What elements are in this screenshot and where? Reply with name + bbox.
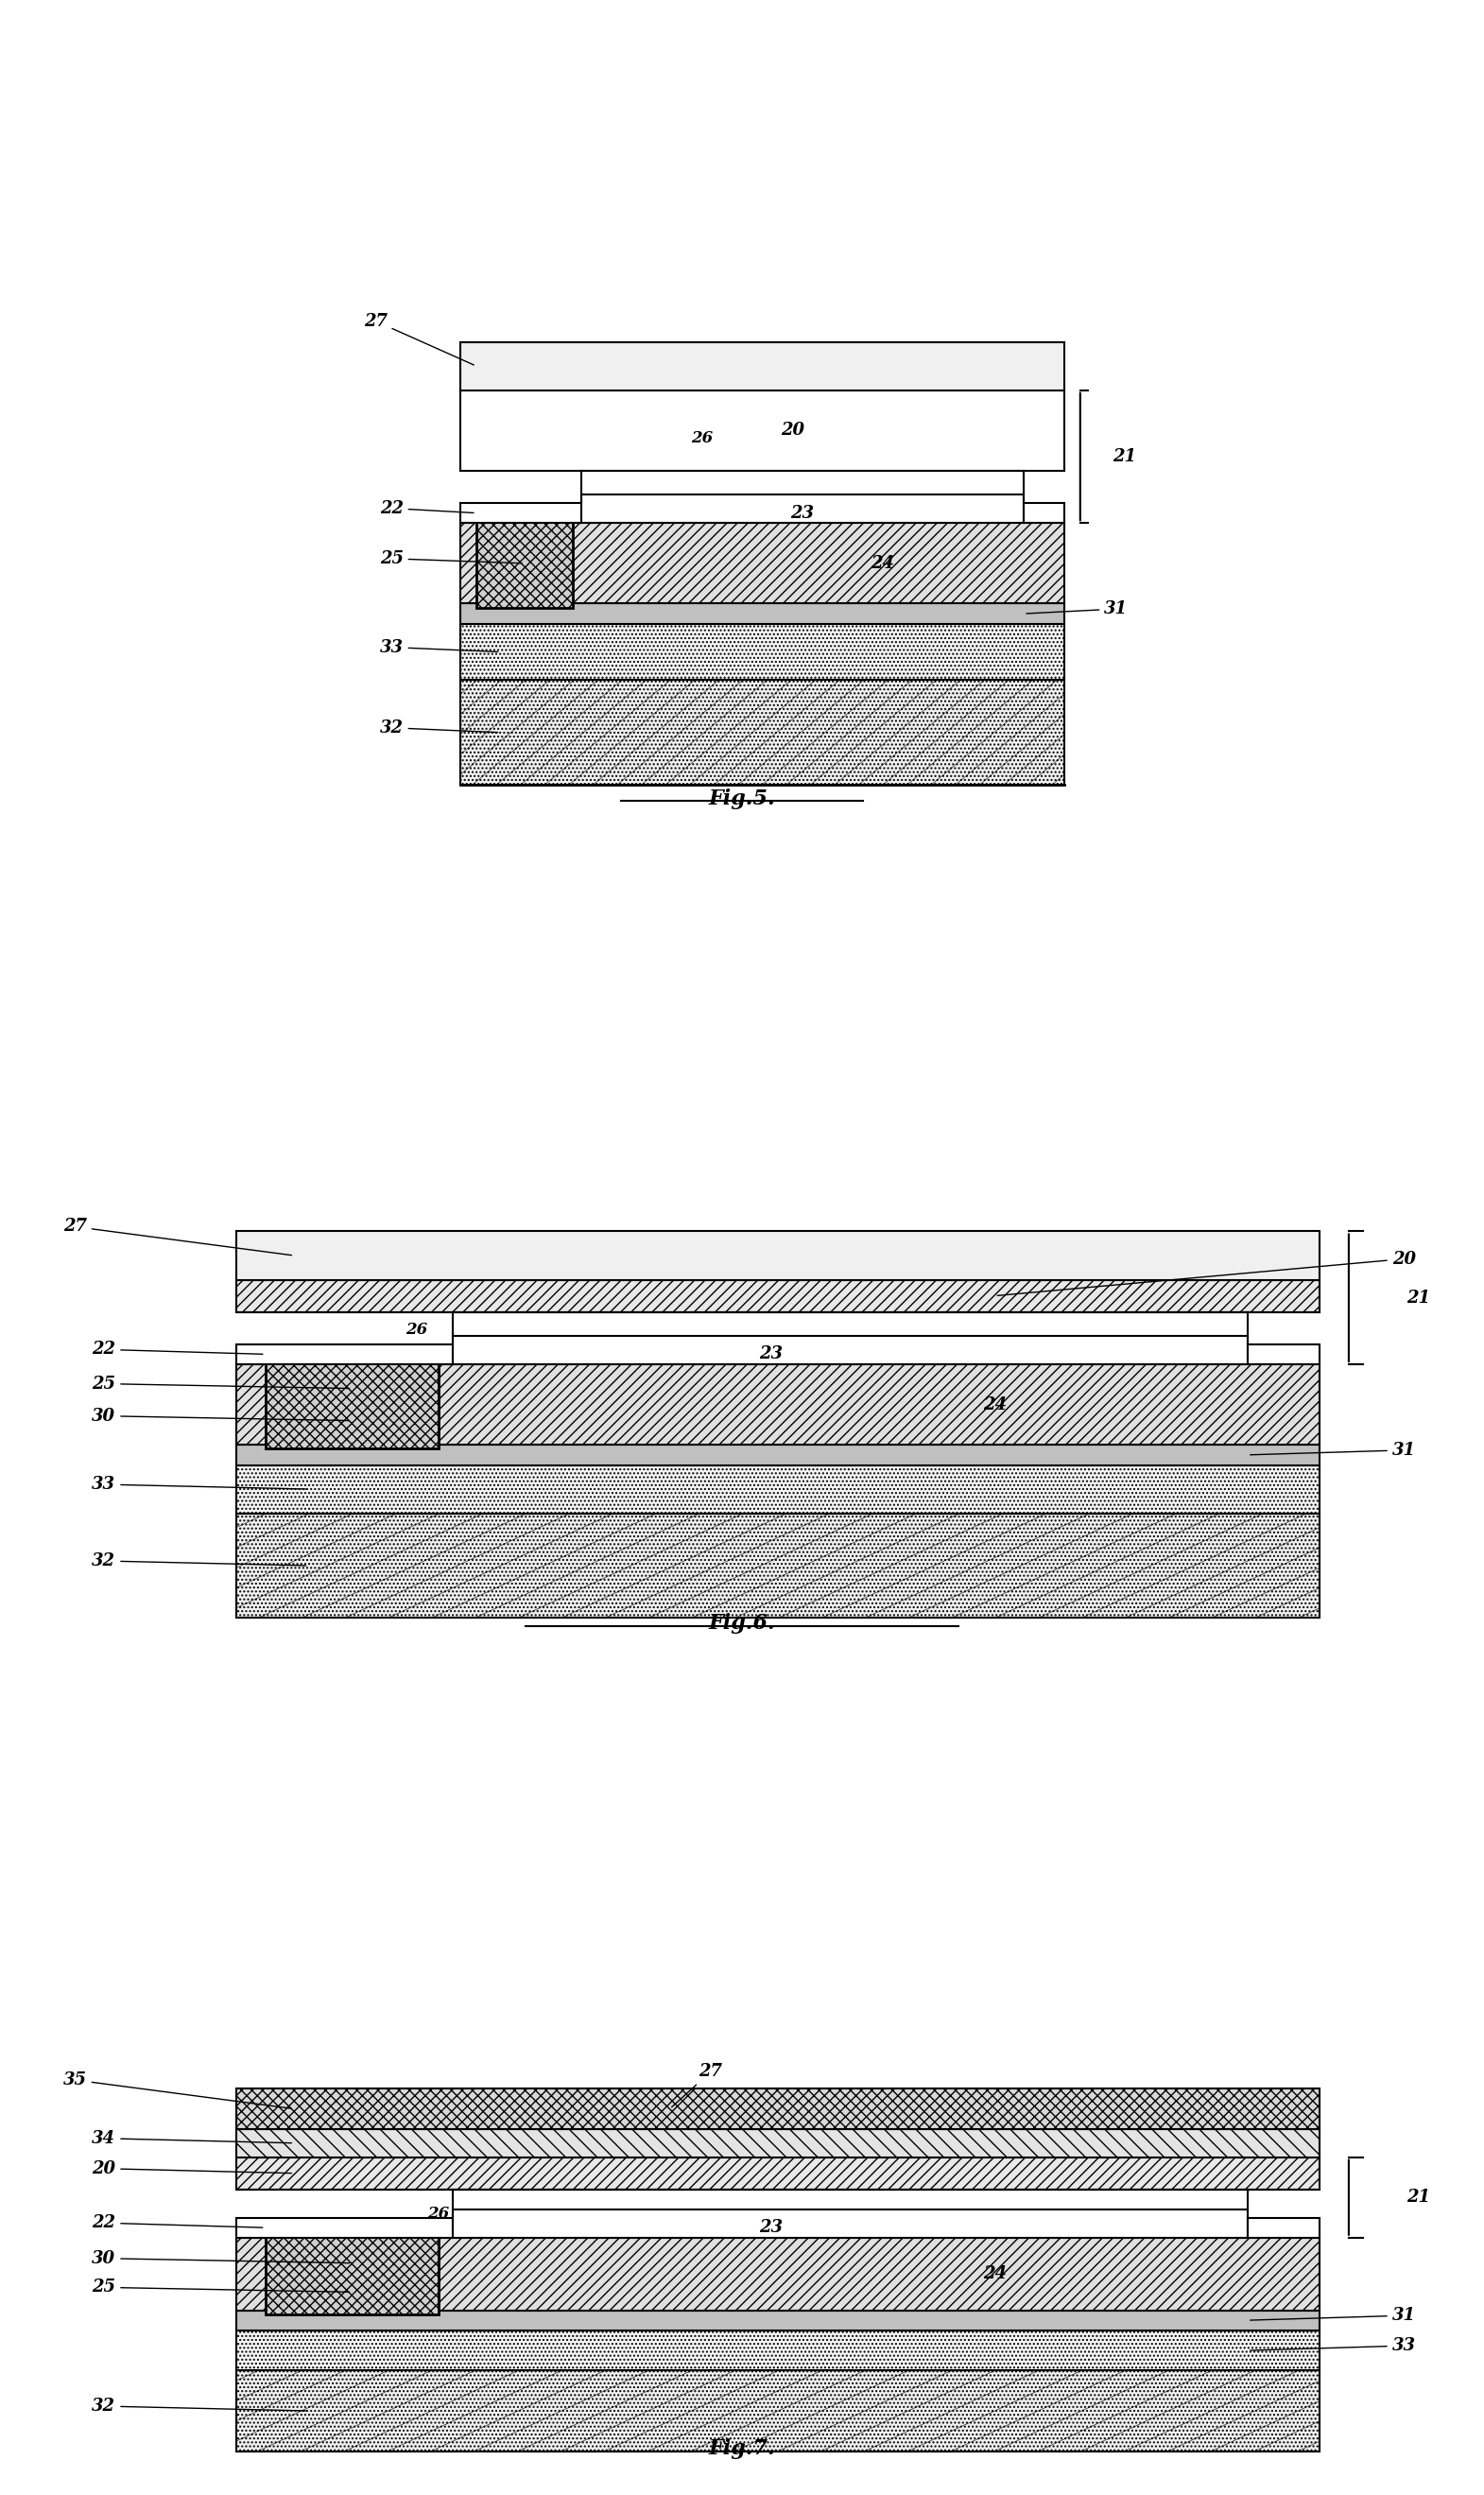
Text: Fig.6.: Fig.6. — [708, 1614, 776, 1634]
Bar — [460, 504, 580, 524]
Bar — [236, 2158, 1319, 2191]
Text: 24: 24 — [982, 1397, 1006, 1412]
Text: 27: 27 — [364, 312, 473, 364]
Text: 23: 23 — [760, 1345, 782, 1362]
Text: 33: 33 — [92, 1477, 306, 1492]
Text: 24: 24 — [982, 2265, 1006, 2283]
Bar — [1248, 2218, 1319, 2238]
Bar — [1024, 504, 1064, 524]
Text: 33: 33 — [380, 639, 497, 656]
Text: 20: 20 — [997, 1250, 1416, 1295]
Bar — [236, 1365, 1319, 1445]
Bar — [476, 519, 573, 609]
Bar — [460, 389, 1064, 472]
Bar — [236, 2088, 1319, 2128]
Text: 26: 26 — [690, 432, 712, 447]
Text: 32: 32 — [92, 2398, 306, 2415]
Text: 30: 30 — [92, 1407, 349, 1425]
Bar — [236, 1345, 453, 1365]
Bar — [453, 1337, 1248, 1365]
Bar — [236, 1514, 1319, 1617]
Text: 21: 21 — [1407, 1290, 1431, 1307]
Text: 22: 22 — [380, 499, 473, 516]
Text: Fig.7.: Fig.7. — [708, 2438, 776, 2460]
Bar — [236, 1465, 1319, 1514]
Bar — [236, 2370, 1319, 2450]
Bar — [236, 2128, 1319, 2158]
Text: 25: 25 — [380, 549, 522, 566]
Text: 20: 20 — [92, 2161, 291, 2178]
Text: 31: 31 — [1250, 1442, 1416, 1460]
Text: 21: 21 — [1407, 2188, 1431, 2206]
Bar — [266, 2233, 439, 2315]
Bar — [236, 2238, 1319, 2310]
Bar — [460, 604, 1064, 624]
Text: 25: 25 — [92, 1375, 349, 1392]
Bar — [236, 1233, 1319, 1280]
Text: Fig.5.: Fig.5. — [708, 788, 776, 808]
Bar — [460, 524, 1064, 604]
Bar — [580, 494, 1024, 524]
Bar — [453, 2211, 1248, 2238]
Text: 23: 23 — [791, 504, 815, 521]
Bar — [236, 2330, 1319, 2370]
Text: 33: 33 — [1250, 2338, 1416, 2355]
Text: 31: 31 — [1250, 2308, 1416, 2323]
Text: 20: 20 — [781, 422, 804, 439]
Bar — [1248, 1345, 1319, 1365]
Text: 30: 30 — [92, 2250, 349, 2268]
Bar — [460, 681, 1064, 786]
Bar — [460, 342, 1064, 389]
Bar — [236, 1445, 1319, 1465]
Text: 31: 31 — [1027, 601, 1128, 616]
Bar — [266, 1360, 439, 1450]
Bar — [460, 624, 1064, 681]
Text: 26: 26 — [427, 2206, 450, 2221]
Text: 24: 24 — [871, 554, 895, 571]
Text: 35: 35 — [62, 2071, 291, 2108]
Text: 27: 27 — [62, 1218, 291, 1255]
Text: 26: 26 — [407, 1322, 427, 1337]
Bar — [236, 1280, 1319, 1312]
Text: 32: 32 — [92, 1552, 306, 1569]
Bar — [236, 2310, 1319, 2330]
Text: 27: 27 — [672, 2063, 723, 2108]
Text: 32: 32 — [380, 719, 497, 736]
Text: 21: 21 — [1113, 449, 1137, 464]
Text: 25: 25 — [92, 2278, 349, 2295]
Text: 22: 22 — [92, 2216, 263, 2231]
Text: 22: 22 — [92, 1340, 263, 1357]
Text: 34: 34 — [92, 2131, 291, 2146]
Text: 23: 23 — [760, 2218, 782, 2236]
Bar — [236, 2218, 453, 2238]
